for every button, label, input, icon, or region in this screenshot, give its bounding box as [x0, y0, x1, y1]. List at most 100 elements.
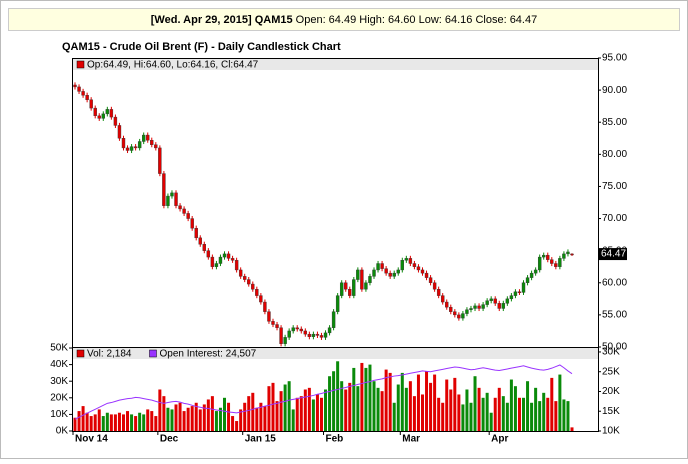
volume-bar — [469, 402, 473, 431]
candle-body — [129, 146, 134, 151]
volume-bar — [93, 414, 97, 431]
candle-body — [166, 195, 170, 206]
candle-body — [339, 282, 344, 296]
volume-bar — [117, 412, 121, 431]
y-tick-label: 20K — [50, 392, 68, 403]
candle-body — [133, 146, 138, 149]
candle-body — [247, 279, 251, 285]
volume-bar — [154, 416, 158, 431]
candle-body — [465, 309, 469, 314]
open-interest-line — [74, 364, 573, 420]
volume-bar — [392, 402, 396, 431]
candle-body — [368, 276, 372, 283]
candle-body — [469, 308, 473, 310]
candle-body — [461, 313, 465, 319]
candle-body — [501, 303, 506, 309]
volume-bar — [210, 396, 214, 431]
candle-body — [109, 109, 114, 118]
candle-body — [404, 258, 409, 261]
volume-bar — [477, 387, 481, 431]
candle-body — [453, 311, 457, 316]
chart-title: QAM15 - Crude Oil Brent (F) - Daily Cand… — [62, 41, 341, 53]
y2-tick-label: 20K — [602, 386, 620, 397]
header-date-symbol: [Wed. Apr 29, 2015] QAM15 — [151, 14, 293, 26]
candle-body — [117, 125, 122, 139]
y-tick-label: 85.00 — [602, 117, 627, 128]
volume-bar — [408, 381, 412, 431]
y2-tick-label: 10K — [602, 426, 620, 437]
candle-body — [271, 321, 275, 325]
volume-bar — [267, 386, 271, 431]
volume-bar — [291, 409, 295, 431]
candle-body — [473, 305, 477, 309]
candle-body — [497, 303, 501, 309]
volume-bar — [538, 401, 542, 431]
volume-bar — [522, 397, 526, 431]
y-tick-label: 90.00 — [602, 85, 627, 96]
candle-body — [356, 269, 360, 280]
y-tick-label: 70.00 — [602, 213, 627, 224]
candle-body — [509, 295, 514, 300]
y-tick-label: 50.00 — [602, 342, 627, 353]
volume-bar — [505, 402, 509, 431]
legend-bar — [73, 59, 598, 70]
candle-body — [424, 272, 429, 278]
candle-body — [384, 268, 388, 274]
candle-body — [279, 327, 283, 344]
volume-bar — [336, 361, 340, 431]
volume-bar — [360, 362, 364, 431]
candle-body — [85, 95, 89, 100]
candle-body — [218, 256, 223, 264]
candle-body — [546, 254, 550, 260]
candle-body — [489, 298, 493, 301]
y2-tick-label: 25K — [602, 366, 620, 377]
volume-bar — [263, 406, 267, 431]
volume-bar — [214, 411, 218, 431]
volume-bar — [473, 376, 477, 431]
volume-bar — [283, 384, 287, 431]
candle-body — [388, 272, 392, 277]
candle-body — [400, 260, 404, 271]
x-tick-label: Apr — [491, 434, 508, 445]
candle-body — [331, 311, 336, 328]
candle-body — [348, 289, 352, 296]
volume-bar — [324, 389, 328, 431]
candle-body — [89, 99, 93, 109]
candle-body — [481, 304, 485, 309]
y-tick-label: 75.00 — [602, 181, 627, 192]
volume-bar — [348, 382, 352, 431]
candle-body — [259, 295, 263, 303]
candle-body — [380, 263, 384, 269]
volume-bar — [404, 387, 408, 431]
candle-body — [283, 337, 287, 344]
volume-bar — [465, 389, 469, 431]
volume-bar — [546, 397, 550, 431]
volume-bar — [453, 377, 457, 431]
volume-bar — [271, 382, 275, 431]
volume-bar — [178, 402, 182, 431]
header-box — [8, 8, 680, 31]
candle-body — [243, 276, 247, 280]
candle-body — [412, 263, 417, 267]
volume-bar — [429, 382, 433, 431]
volume-bar — [170, 409, 174, 431]
candle-body — [521, 282, 526, 293]
candle-body — [323, 332, 328, 338]
volume-bar — [158, 389, 162, 431]
candle-body — [558, 258, 562, 267]
candle-body — [542, 254, 546, 258]
candle-body — [416, 266, 421, 271]
candle-body — [190, 218, 194, 229]
volume-bar — [295, 397, 299, 431]
candle-body — [554, 263, 558, 267]
volume-bar — [420, 394, 424, 431]
candle-body — [105, 109, 110, 115]
candle-body — [275, 324, 279, 328]
candle-body — [344, 282, 348, 290]
volume-bar — [113, 414, 117, 431]
candle-body — [141, 134, 146, 142]
candle-body — [505, 298, 510, 304]
candle-body — [194, 227, 198, 239]
volume-bar — [554, 401, 558, 431]
candle-body — [267, 311, 271, 322]
